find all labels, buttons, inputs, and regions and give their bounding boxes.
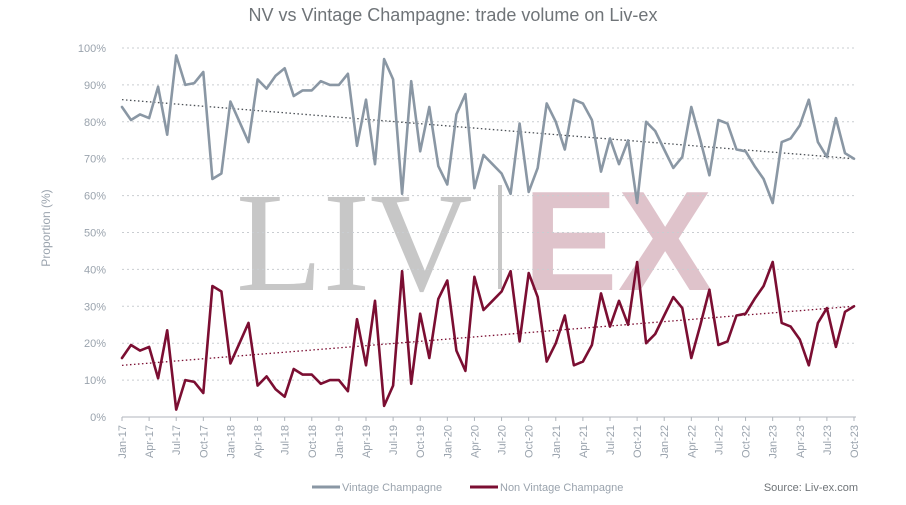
x-tick-label: Jan-19 <box>334 425 346 459</box>
x-tick-label: Jan-18 <box>225 425 237 459</box>
y-tick-label: 60% <box>84 191 106 203</box>
x-tick-label: Apr-23 <box>795 425 807 458</box>
x-tick-label: Jul-17 <box>171 425 183 455</box>
x-tick-label: Oct-20 <box>524 425 536 458</box>
x-tick-label: Jul-22 <box>713 425 725 455</box>
x-tick-label: Jan-22 <box>659 425 671 459</box>
watermark-ex: EX <box>523 162 712 321</box>
y-tick-label: 40% <box>84 264 106 276</box>
x-tick-label: Jan-20 <box>442 425 454 459</box>
y-tick-label: 90% <box>84 80 106 92</box>
watermark-divider <box>498 185 502 289</box>
series-line-non-vintage <box>120 260 856 411</box>
x-tick-label: Jan-23 <box>768 425 780 459</box>
y-tick-label: 80% <box>84 117 106 129</box>
x-tick-label: Jan-17 <box>117 425 129 459</box>
y-tick-label: 50% <box>84 228 106 240</box>
x-tick-label: Apr-20 <box>469 425 481 458</box>
x-tick-label: Jul-23 <box>822 425 834 455</box>
x-tick-label: Oct-23 <box>849 425 861 458</box>
grid <box>122 47 856 418</box>
x-tick-label: Jul-18 <box>280 425 292 455</box>
x-tick-label: Apr-21 <box>578 425 590 458</box>
series-line-vintage <box>120 54 856 205</box>
y-axis-label: Proportion (%) <box>39 189 53 266</box>
y-tick-label: 20% <box>84 338 106 350</box>
x-tick-label: Apr-22 <box>686 425 698 458</box>
x-axis-ticks: Jan-17 Apr-17 Jul-17 Oct-17 Jan-18 Apr-18 Jul-… <box>117 417 861 459</box>
x-tick-label: Jul-19 <box>388 425 400 455</box>
y-tick-label: 0% <box>90 412 106 424</box>
y-tick-label: 30% <box>84 301 106 313</box>
x-tick-label: Oct-17 <box>198 425 210 458</box>
y-tick-label: 100% <box>78 43 106 55</box>
source-note: Source: Liv-ex.com <box>764 482 858 494</box>
legend: Vintage Champagne Non Vintage Champagne <box>312 482 623 494</box>
x-tick-label: Jul-20 <box>497 425 509 455</box>
y-tick-label: 70% <box>84 154 106 166</box>
x-tick-label: Jul-21 <box>605 425 617 455</box>
x-tick-label: Apr-19 <box>361 425 373 458</box>
legend-label-vintage: Vintage Champagne <box>342 482 442 494</box>
livex-watermark: LIV EX <box>236 162 712 321</box>
chart-title: NV vs Vintage Champagne: trade volume on… <box>249 5 658 25</box>
y-tick-label: 10% <box>84 375 106 387</box>
x-tick-label: Oct-21 <box>632 425 644 458</box>
x-tick-label: Apr-18 <box>253 425 265 458</box>
x-tick-label: Oct-18 <box>307 425 319 458</box>
x-tick-label: Jan-21 <box>551 425 563 459</box>
x-tick-label: Apr-17 <box>144 425 156 458</box>
y-axis-ticks: 0% 10% 20% 30% 40% 50% 60% 70% 80% 90% 100% <box>78 43 106 424</box>
x-tick-label: Oct-19 <box>415 425 427 458</box>
legend-label-non-vintage: Non Vintage Champagne <box>500 482 623 494</box>
watermark-liv: LIV <box>236 163 473 321</box>
series-lines <box>120 54 856 411</box>
x-tick-label: Oct-22 <box>741 425 753 458</box>
